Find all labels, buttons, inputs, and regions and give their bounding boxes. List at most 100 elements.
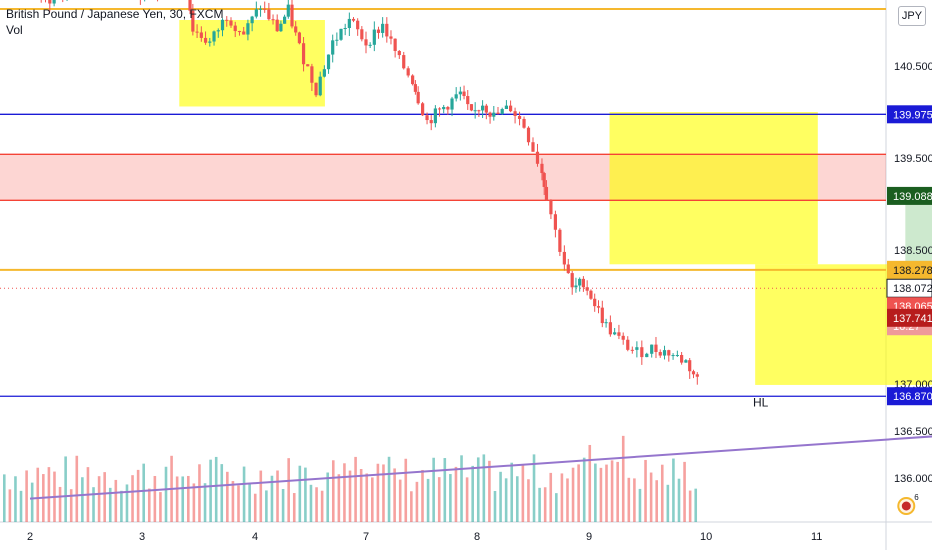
volume-bar [644,459,647,522]
volume-bar [571,467,575,522]
candle-body [290,4,294,27]
volume-bar [672,458,675,522]
volume-bar [187,475,190,522]
candle-body [381,23,385,33]
candle-body [535,151,540,164]
price-tick-label: 136.500 [894,426,932,438]
candle-body [522,118,526,128]
candle-body [411,75,415,85]
candle-body [688,360,692,372]
candle-body [662,350,667,356]
candle-body [509,105,513,112]
volume-label: Vol [6,23,23,37]
volume-bar [164,466,168,522]
candle-body [667,350,671,356]
candle-body [351,18,356,21]
time-tick-label: 4 [252,531,258,543]
volume-bar [14,476,17,522]
candle-body [208,41,212,43]
volume-bar [214,456,218,522]
volume-bar [292,493,296,522]
volume-bar [532,454,536,522]
volume-bar [582,457,586,522]
chart-legend: British Pound / Japanese Yen, 30, FXCM V… [6,6,223,38]
price-tag: 137.741 [887,308,932,327]
time-tick-label: 10 [700,531,712,543]
candle-body [347,18,351,28]
volume-bar [198,464,201,522]
candle-body [275,19,279,32]
price-tag: 139.088 [887,186,932,205]
volume-bar [30,482,34,522]
volume-bar [220,464,224,522]
candle-body [368,44,372,46]
volume-bar [231,481,235,522]
candle-body [48,0,52,4]
candle-body [250,16,254,24]
price-tick-label: 138.500 [894,245,932,257]
candle-body [310,66,314,83]
price-tag-box [887,387,932,406]
volume-bar [64,456,67,522]
candle-body [691,371,696,375]
volume-bar [120,490,123,522]
candle-body [630,349,634,351]
candle-body [540,163,544,174]
event-flag-dot [901,501,911,511]
candle-body [364,39,368,46]
candle-body [450,98,454,110]
price-tag: 138.278 [887,260,932,279]
time-tick-label: 11 [811,531,822,543]
volume-bar [242,466,246,522]
highlight-zone-2 [609,112,818,265]
volume-bar [326,472,330,522]
price-tag: 138.072 [886,278,932,298]
price-tag-box [887,260,932,279]
volume-bar [660,464,664,522]
candle-body [294,26,298,33]
price-tag-box [887,105,932,124]
volume-bar [398,479,402,522]
candle-body [429,120,433,124]
volume-bar [376,463,380,522]
candle-body [578,278,582,286]
currency-button[interactable]: JPY [898,6,926,26]
candle-body [517,115,522,119]
candle-body [306,64,310,67]
volume-bar [393,468,396,522]
candle-body [52,0,56,4]
economic-event-icon: 6 [897,493,919,515]
volume-bar [19,490,23,522]
volume-bar [108,487,112,522]
volume-bar [136,469,140,522]
candle-body [425,115,429,121]
candle-body [531,142,535,152]
volume-bar [460,455,463,522]
candle-body [279,23,283,32]
volume-bar [270,475,274,522]
volume-bar [354,456,357,522]
candle-body [413,84,417,92]
candle-body [318,76,322,96]
candle-body [322,69,326,77]
candle-body [640,347,644,358]
candle-body [496,112,500,114]
volume-bar [577,464,580,522]
candle-body [258,8,263,10]
candle-body [314,82,318,96]
candle-body [488,112,492,117]
candle-body [500,109,504,114]
candle-body [335,39,339,41]
volume-bar [343,463,346,522]
volume-bar [181,476,185,522]
volume-bar [510,462,514,522]
volume-bar [432,457,435,522]
candle-body [526,127,531,143]
volume-bar [688,490,692,522]
candle-body [477,110,481,112]
volume-bar [404,458,408,522]
event-count-label: 6 [914,493,919,502]
candle-body [225,19,229,21]
volume-bar [538,487,541,522]
